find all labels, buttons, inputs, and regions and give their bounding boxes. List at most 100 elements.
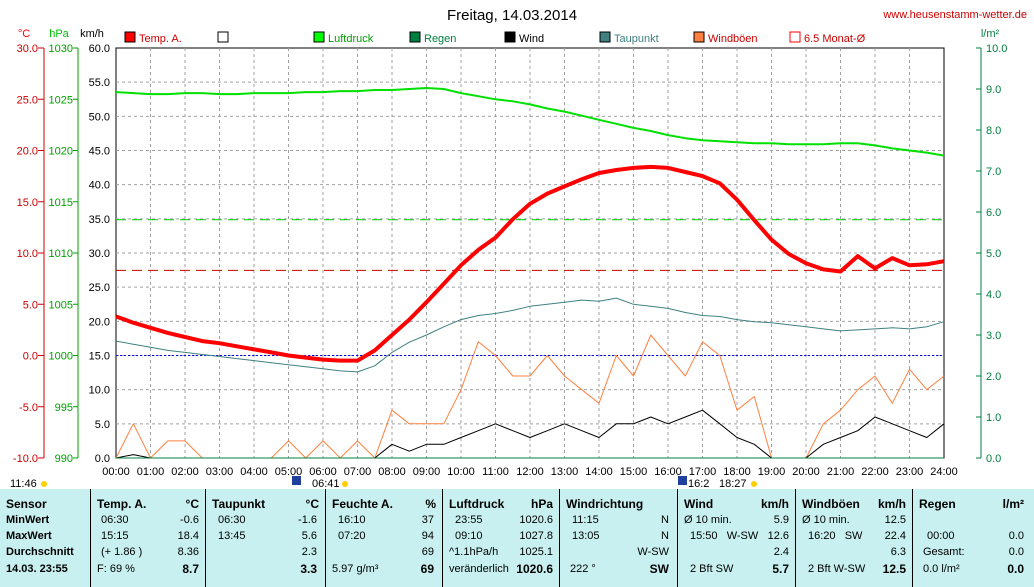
wind-avg10-label: Ø 10 min.	[684, 514, 732, 526]
left-time-label: 11:46	[10, 478, 37, 489]
left-sun-icon	[41, 481, 47, 487]
sunrise-time-label: 06:41	[312, 478, 340, 489]
pressure-min-value: 1020.6	[519, 514, 553, 526]
row-label-avg: Durchschnitt	[6, 546, 74, 558]
pressure-avg-value: 1025.1	[519, 546, 553, 558]
sunrise-sun-icon	[342, 481, 348, 487]
pressure-tick-label: 1015	[49, 197, 73, 209]
humidity-min-time: 16:10	[338, 514, 366, 526]
rain-tick-label: 4.0	[986, 289, 1001, 301]
pressure-min-time: 23:55	[455, 514, 483, 526]
legend-item: Wind	[504, 31, 544, 45]
temp-tick-label: 20.0	[17, 146, 38, 158]
pressure-max-time: 09:10	[455, 530, 483, 542]
gusts-avg10-label: Ø 10 min.	[802, 514, 850, 526]
legend-swatch	[599, 31, 611, 43]
grid	[115, 47, 945, 459]
humidity-abs-note: 5.97 g/m³	[332, 563, 379, 575]
wind-tick-label: 40.0	[89, 180, 110, 192]
rain-current-note: 0.0 l/m²	[923, 563, 960, 575]
temp-current-value: 8.7	[182, 562, 199, 576]
legend: Temp. A. Luftdruck Regen Wind Taupunkt Windbö…	[124, 31, 866, 45]
series-luftdruck	[115, 87, 945, 157]
wind-direction-degrees: 222 °	[570, 563, 596, 575]
wind-direction-min-value: N	[661, 514, 669, 526]
col-dew: Taupunkt °C 06:30 -1.6 13:45 5.6 2.3 3.3	[205, 489, 325, 587]
temp-unit: °C	[185, 497, 199, 511]
humidity-header: Feuchte A.	[332, 497, 393, 511]
temp-max-value: 18.4	[177, 530, 199, 542]
pressure-tick-label: 1005	[49, 299, 73, 311]
temp-max-time: 15:15	[101, 530, 129, 542]
sunset-time-label: 18:27	[719, 478, 747, 489]
dew-unit: °C	[305, 497, 319, 511]
temp-tick-label: -5.0	[19, 402, 38, 414]
col-gusts: Windböen km/h Ø 10 min. 12.5 16:20 SW 22…	[795, 489, 912, 587]
series-temp-a-	[115, 164, 945, 363]
wind-max-time: 15:50 W-SW	[690, 530, 759, 542]
wind-avg-value: 2.4	[773, 546, 789, 558]
gusts-avg-value: 6.3	[890, 546, 906, 558]
temp-unit-label: °C	[18, 28, 30, 40]
x-tick-label: 22:00	[861, 466, 889, 478]
gusts-unit: km/h	[877, 497, 906, 511]
rain-tick-label: 3.0	[986, 330, 1001, 342]
wind-tick-label: 0.0	[95, 453, 110, 465]
sunrise-icon	[292, 476, 301, 485]
weather-chart: Freitag, 14.03.2014 www.heusenstamm-wett…	[10, 7, 1027, 489]
x-tick-label: 23:00	[896, 466, 924, 478]
legend-swatch	[217, 31, 229, 43]
series-taupunkt	[115, 297, 945, 373]
wind-direction-max-time: 13:05	[572, 530, 600, 542]
x-tick-label: 16:00	[654, 466, 682, 478]
x-tick-label: 15:00	[620, 466, 648, 478]
temp-avg-note: (+ 1.86 )	[101, 546, 143, 558]
wind-tick-label: 25.0	[89, 282, 110, 294]
rain-tick-label: 10.0	[986, 43, 1007, 55]
temp-tick-label: 15.0	[17, 197, 38, 209]
pressure-tick-label: 1010	[49, 248, 73, 260]
row-label-min: MinWert	[6, 514, 50, 526]
x-tick-label: 19:00	[758, 466, 786, 478]
rain-total-value: 0.0	[1008, 546, 1024, 558]
pressure-current-value: 1020.6	[516, 562, 553, 576]
rain-total-label: Gesamt:	[923, 546, 965, 558]
x-tick-label: 06:00	[309, 466, 337, 478]
dew-min-time: 06:30	[218, 514, 246, 526]
rain-tick-label: 8.0	[986, 125, 1001, 137]
legend-label: 6.5 Monat-Ø	[804, 33, 866, 45]
legend-swatch	[693, 31, 705, 43]
x-tick-label: 09:00	[413, 466, 441, 478]
wind-beaufort: 2 Bft SW	[690, 563, 734, 575]
x-tick-label: 01:00	[137, 466, 165, 478]
x-tick-label: 00:00	[102, 466, 130, 478]
dew-min-value: -1.6	[298, 514, 317, 526]
temp-tick-label: 0.0	[23, 351, 38, 363]
x-tick-label: 12:00	[516, 466, 544, 478]
wind-tick-label: 15.0	[89, 351, 110, 363]
pressure-header: Luftdruck	[449, 497, 505, 511]
col-rain: Regen l/m² 00:00 0.0 Gesamt: 0.0 0.0 l/m…	[912, 489, 1034, 587]
humidity-max-time: 07:20	[338, 530, 366, 542]
series-group	[115, 87, 945, 459]
sensor-header: Sensor	[6, 497, 47, 511]
legend-label: Taupunkt	[614, 33, 659, 45]
gusts-max-value: 22.4	[884, 530, 906, 542]
x-tick-label: 17:00	[689, 466, 717, 478]
wind-max-value: 12.6	[767, 530, 789, 542]
humidity-avg-value: 69	[421, 546, 434, 558]
wind-direction-header: Windrichtung	[566, 497, 644, 511]
temp-current-note: F: 69 %	[97, 563, 135, 575]
legend-label: Wind	[519, 33, 544, 45]
wind-tick-label: 60.0	[89, 43, 110, 55]
humidity-unit: %	[425, 497, 436, 511]
dew-max-time: 13:45	[218, 530, 246, 542]
x-tick-label: 13:00	[551, 466, 579, 478]
col-pressure: Luftdruck hPa 23:55 1020.6 09:10 1027.8 …	[442, 489, 559, 587]
legend-item: 6.5 Monat-Ø	[789, 31, 866, 45]
rain-tick-label: 6.0	[986, 207, 1001, 219]
rain-current-value: 0.0	[1007, 562, 1024, 576]
rain-max-value: 0.0	[1008, 530, 1024, 542]
legend-label: Luftdruck	[328, 33, 374, 45]
temp-min-time: 06:30	[101, 514, 129, 526]
